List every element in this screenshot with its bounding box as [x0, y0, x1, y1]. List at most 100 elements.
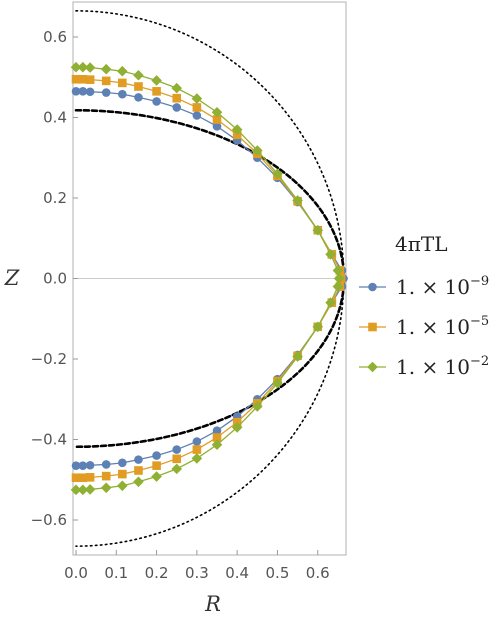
data-point [78, 461, 88, 470]
data-point [191, 93, 203, 104]
data-point [368, 322, 377, 332]
data-point [152, 461, 161, 470]
x-tick-label: 0.0 [64, 564, 88, 582]
x-tick-label: 0.3 [185, 564, 209, 582]
data-point [77, 484, 89, 496]
legend-exponent: −9 [470, 274, 489, 289]
data-point [192, 111, 202, 120]
data-point [101, 471, 111, 481]
data-point [134, 93, 143, 102]
data-point [152, 87, 161, 96]
data-point [101, 88, 111, 97]
data-point [292, 195, 303, 206]
data-point [212, 433, 222, 442]
data-point [333, 273, 345, 284]
data-point [118, 458, 127, 468]
data-point [85, 460, 95, 470]
data-point [332, 265, 344, 276]
data-point [118, 469, 127, 479]
data-point [151, 471, 162, 482]
legend-label: 1. × 10−2 [396, 354, 489, 379]
data-point [71, 461, 81, 470]
data-point [134, 455, 143, 464]
data-point [172, 103, 182, 112]
data-point [70, 61, 82, 73]
data-point [172, 454, 182, 464]
data-point [133, 69, 144, 81]
data-point [85, 87, 95, 97]
x-tick-label: 0.1 [104, 564, 128, 582]
data-point [171, 82, 183, 94]
data-point [84, 484, 96, 495]
data-point [152, 451, 161, 460]
data-point [117, 65, 128, 77]
data-point [152, 97, 161, 106]
data-point [78, 473, 88, 483]
data-point [192, 437, 202, 446]
y-tick-label: −0.4 [31, 431, 67, 449]
series [70, 61, 345, 496]
x-tick-label: 0.2 [145, 564, 169, 582]
data-point [367, 361, 378, 373]
data-point [171, 463, 183, 475]
data-point [118, 78, 127, 88]
data-point [325, 297, 336, 308]
y-tick-label: −0.2 [31, 350, 67, 368]
data-point [71, 87, 81, 96]
data-point [133, 476, 144, 488]
data-point [192, 103, 202, 112]
data-point [332, 281, 344, 292]
legend-entry: 1. × 10−9 [359, 274, 489, 299]
data-point [100, 482, 112, 494]
data-point [231, 124, 243, 135]
data-point [100, 63, 112, 75]
data-point [211, 106, 223, 118]
data-point [134, 82, 143, 91]
data-point [325, 249, 336, 260]
data-point [151, 75, 162, 86]
data-point [312, 224, 324, 236]
legend-label: 1. × 10−5 [396, 314, 489, 339]
x-tick-label: 0.4 [225, 564, 249, 582]
data-point [212, 115, 222, 124]
data-point [292, 351, 303, 362]
legend-exponent: −2 [470, 354, 489, 369]
legend: 4πTL 1. × 10−9 1. × 10−5 1. × 10−2 [359, 232, 489, 379]
legend-exponent: −5 [470, 314, 489, 329]
data-point [134, 466, 143, 475]
legend-entry: 1. × 10−2 [359, 354, 489, 379]
legend-title: 4πTL [395, 232, 448, 256]
data-point [70, 484, 82, 496]
data-point [252, 145, 263, 156]
legend-label: 1. × 10−9 [396, 274, 489, 299]
data-point [85, 75, 95, 84]
legend-entry: 1. × 10−5 [359, 314, 489, 339]
x-tick-label: 0.5 [266, 564, 290, 582]
x-tick-label: 0.6 [306, 564, 330, 582]
data-point [71, 74, 81, 84]
data-point [78, 87, 88, 96]
data-point [192, 445, 202, 454]
data-point [368, 282, 377, 292]
data-point [85, 473, 95, 482]
data-point [191, 453, 203, 464]
data-point [117, 480, 128, 492]
data-point [212, 426, 222, 435]
data-point [84, 62, 96, 73]
x-axis-title: R [204, 592, 221, 616]
y-tick-label: 0.2 [43, 189, 67, 207]
data-point [172, 93, 182, 103]
data-point [312, 321, 324, 333]
data-point [252, 401, 263, 412]
y-tick-label: 0.6 [43, 28, 67, 46]
data-point [211, 439, 223, 451]
data-point [272, 377, 283, 389]
data-point [77, 61, 89, 73]
data-point [231, 422, 243, 433]
data-point [272, 168, 283, 180]
data-point [71, 473, 81, 483]
data-point [118, 89, 127, 99]
data-point [101, 76, 111, 86]
data-point [172, 445, 182, 454]
